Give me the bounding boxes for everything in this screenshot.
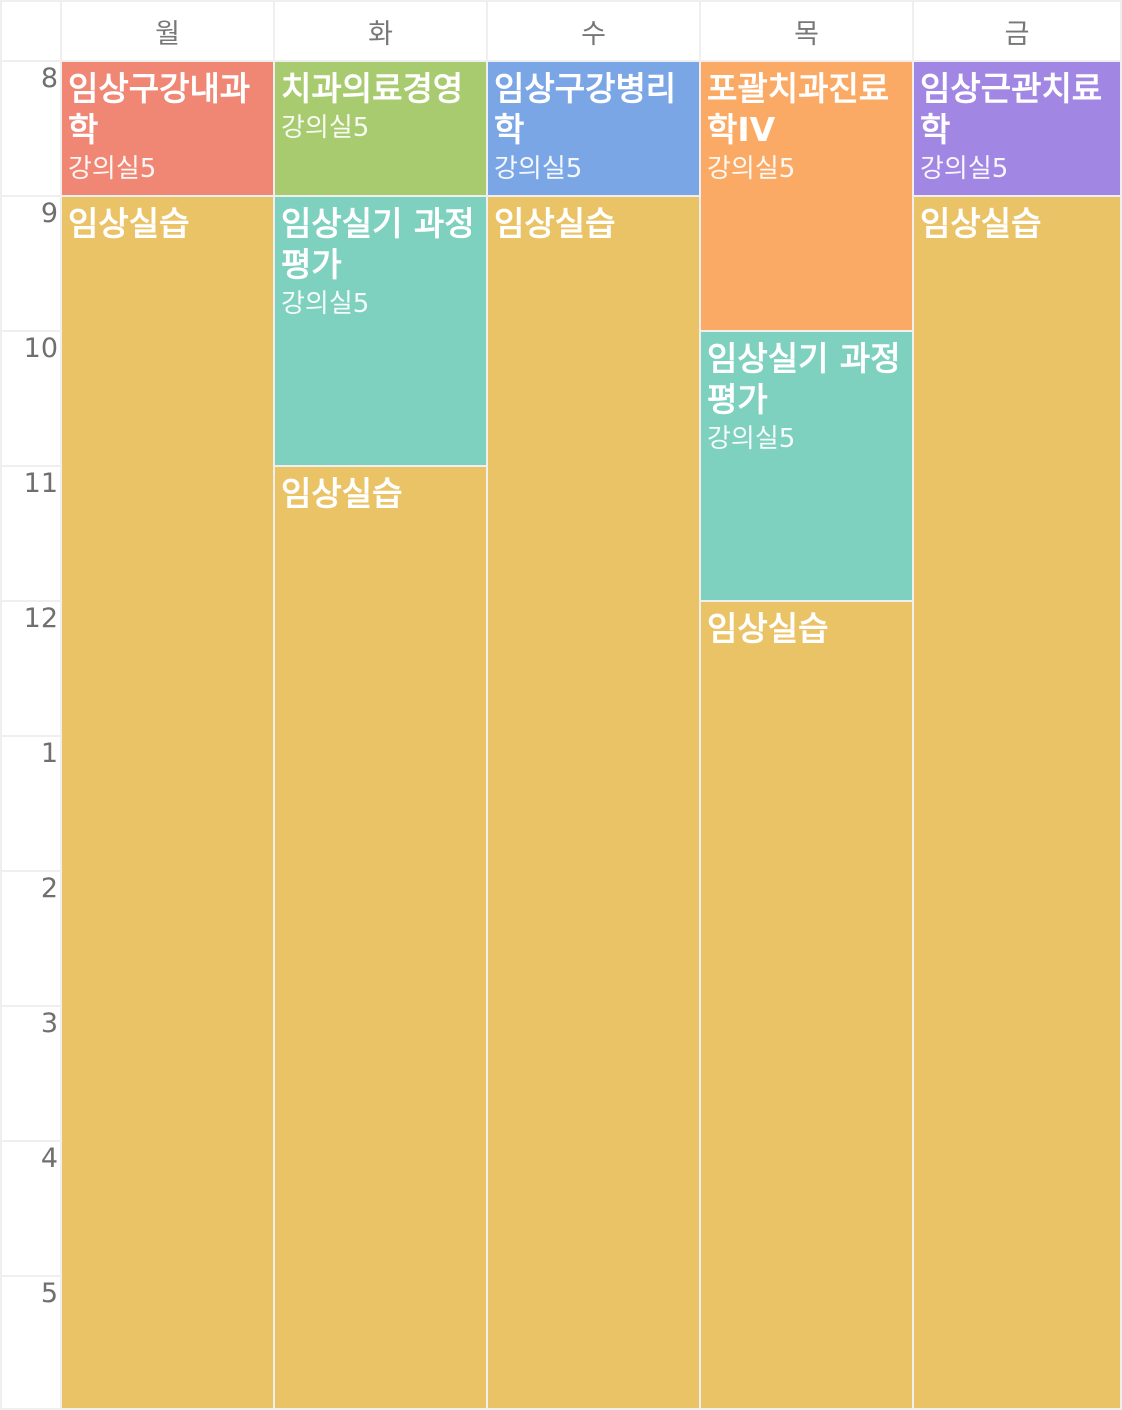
time-cell: 1 [2,737,60,870]
day-header: 목 [701,2,912,60]
course-block[interactable]: 포괄치과진료학IV 강의실5 [701,62,912,330]
time-label: 8 [40,63,58,94]
day-header: 금 [914,2,1120,60]
day-header: 월 [62,2,273,60]
course-name: 임상실습 [281,474,403,513]
course-name: 임상구강병리학 [494,69,677,149]
course-room: 강의실5 [281,289,370,319]
course-room: 강의실5 [707,424,796,454]
course-name: 임상실습 [920,204,1042,243]
course-name: 치과의료경영 [281,69,464,108]
time-cell: 9 [2,197,60,330]
time-cell: 10 [2,332,60,465]
time-label: 2 [40,873,58,904]
time-label: 3 [40,1008,58,1039]
course-room: 강의실5 [281,113,370,143]
course-room: 강의실5 [707,154,796,184]
time-label: 9 [40,198,58,229]
course-name: 임상구강내과학 [68,69,251,149]
time-cell: 3 [2,1007,60,1140]
time-label: 12 [23,603,58,634]
course-block[interactable]: 임상실습 [275,467,486,1408]
course-name: 임상실습 [68,204,190,243]
course-block[interactable]: 임상실습 [488,197,699,1408]
time-label: 1 [40,738,58,769]
course-room: 강의실5 [494,154,583,184]
course-name: 임상실습 [707,609,829,648]
course-name: 임상실습 [494,204,616,243]
course-name: 임상근관치료학 [920,69,1103,149]
course-block[interactable]: 임상실습 [62,197,273,1408]
course-name: 임상실기 과정평가 [707,339,901,419]
day-header: 화 [275,2,486,60]
course-name: 임상실기 과정평가 [281,204,475,284]
time-cell: 5 [2,1277,60,1408]
course-block[interactable]: 임상실습 [701,602,912,1408]
time-label: 11 [23,468,58,499]
time-label: 10 [23,333,58,364]
course-block[interactable]: 임상실습 [914,197,1120,1408]
corner-cell [2,2,60,60]
time-cell: 4 [2,1142,60,1275]
time-label: 5 [40,1278,58,1309]
course-name: 포괄치과진료학IV [707,69,890,149]
time-cell: 12 [2,602,60,735]
time-cell: 11 [2,467,60,600]
course-room: 강의실5 [68,154,157,184]
day-header: 수 [488,2,699,60]
time-cell: 8 [2,62,60,195]
time-cell: 2 [2,872,60,1005]
course-room: 강의실5 [920,154,1009,184]
time-label: 4 [40,1143,58,1174]
